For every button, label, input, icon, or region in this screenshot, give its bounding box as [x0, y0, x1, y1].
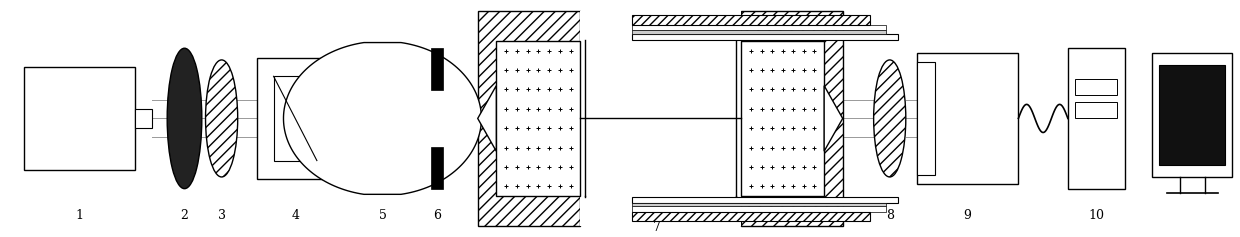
Bar	[1075, 102, 1117, 118]
Bar	[632, 34, 898, 40]
Bar	[632, 203, 887, 206]
Text: 6: 6	[433, 209, 441, 222]
Text: 2: 2	[181, 209, 188, 222]
Bar	[258, 58, 334, 179]
Text: 3: 3	[217, 209, 226, 222]
Bar	[496, 41, 580, 196]
Bar	[632, 25, 887, 30]
Text: 7: 7	[653, 221, 661, 234]
Text: 1: 1	[76, 209, 83, 222]
Bar	[632, 197, 898, 203]
Text: 5: 5	[378, 209, 387, 222]
Bar	[1068, 48, 1125, 189]
Bar	[1152, 53, 1233, 177]
Bar	[477, 11, 580, 226]
Bar	[430, 48, 443, 90]
Bar	[916, 62, 935, 175]
Text: 9: 9	[963, 209, 972, 222]
Bar	[632, 212, 870, 221]
Bar	[135, 109, 153, 128]
Text: 10: 10	[1089, 209, 1105, 222]
Bar	[580, 11, 742, 226]
Text: 8: 8	[885, 209, 894, 222]
Ellipse shape	[874, 60, 905, 177]
Bar	[1159, 65, 1225, 165]
Bar	[742, 41, 825, 196]
Bar	[1075, 79, 1117, 95]
Polygon shape	[284, 43, 481, 194]
Ellipse shape	[167, 48, 202, 189]
Bar	[632, 30, 887, 34]
Bar	[742, 11, 843, 226]
Bar	[274, 76, 317, 161]
Bar	[632, 15, 870, 25]
Polygon shape	[825, 86, 843, 151]
Bar	[24, 67, 135, 170]
Bar	[916, 53, 1018, 184]
Bar	[632, 206, 887, 212]
Text: 4: 4	[291, 209, 299, 222]
Bar	[430, 146, 443, 189]
Polygon shape	[477, 86, 496, 151]
Ellipse shape	[206, 60, 238, 177]
